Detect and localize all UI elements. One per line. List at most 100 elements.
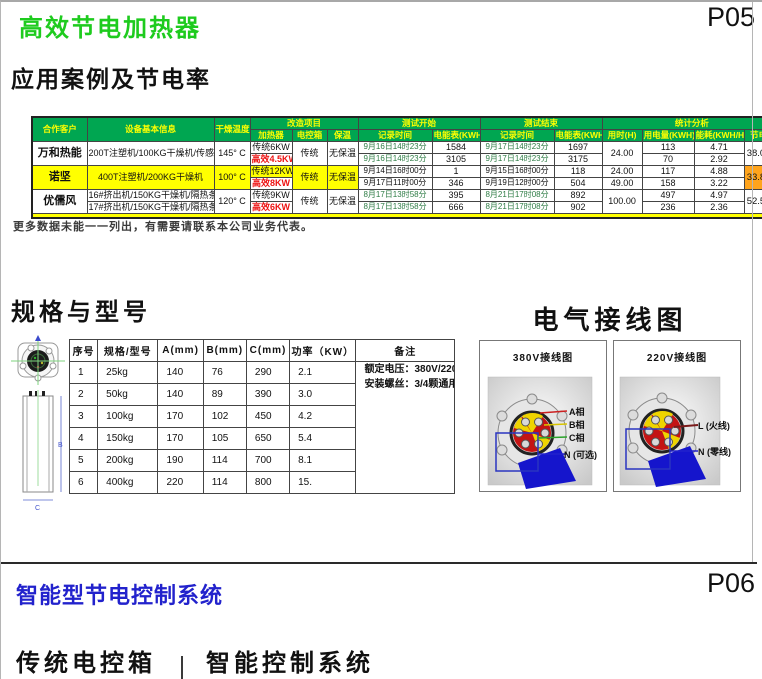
spec-kw: 15. (289, 471, 357, 494)
spec-kw: 8.1 (289, 449, 357, 472)
spec-row: 5 200kg 190 114 700 8.1 (68, 449, 455, 472)
cell-heater-before: 传统12KW (249, 165, 293, 178)
dim-b-label: B (58, 442, 63, 449)
spec-c: 650 (245, 427, 291, 450)
cell-power: 158 (641, 177, 695, 190)
spec-no: 2 (68, 383, 99, 406)
col-stats: 统计分析 (601, 116, 762, 130)
phase-a-leader (539, 410, 568, 414)
cell-end-time: 9月19日12时00分 (479, 177, 555, 190)
cell-hours: 49.00 (601, 177, 643, 190)
wiring-220v-image (619, 376, 721, 487)
cell-hours: 24.00 (601, 165, 643, 178)
dim-c-label: C (35, 505, 40, 512)
cell-end-meter: 118 (553, 165, 603, 178)
cell-start-time: 9月14日16时00分 (357, 165, 433, 178)
spec-a: 220 (157, 471, 204, 494)
cell-start-meter: 395 (431, 189, 481, 202)
col-project: 改造项目 (249, 116, 359, 130)
cell-device: 400T注塑机/200KG干燥机 (86, 165, 215, 190)
cell-power: 497 (641, 189, 695, 202)
spec-c: 800 (245, 471, 291, 494)
spec-a: 140 (157, 383, 204, 406)
cell-control-box: 传统 (291, 165, 328, 190)
pin-label-phase-c: C相 (569, 433, 585, 443)
cell-saving-highlighted: 33.86% (743, 165, 762, 190)
pin-label-phase-a: A相 (569, 407, 585, 417)
spec-no: 6 (68, 471, 99, 494)
col-test-end: 测试结束 (479, 116, 603, 130)
cases-section-heading: 应用案例及节电率 (11, 66, 211, 92)
pin-label-neutral: N (零线) (698, 447, 731, 457)
table-row: 高效4.5KW 9月16日14时23分 3105 9月17日14时23分 317… (32, 153, 762, 166)
spec-model: 50kg (97, 383, 159, 406)
spec-a: 140 (157, 361, 204, 384)
col-test-start: 测试开始 (357, 116, 481, 130)
spec-row: 6 400kg 220 114 800 15. (68, 471, 455, 494)
cell-control-box: 传统 (291, 189, 328, 214)
cell-start-time: 8月17日13时58分 (357, 201, 433, 214)
col-control-box: 电控箱 (291, 129, 328, 142)
phase-c-leader (537, 436, 568, 439)
spec-col-a: A(mm) (157, 339, 204, 362)
page-number-p06: P06 (706, 568, 755, 598)
spec-remark-line1: 额定电压：380V/220V (364, 364, 455, 375)
pin-label-phase-b: B相 (569, 420, 585, 430)
cell-end-meter: 1697 (553, 141, 603, 154)
cell-consumption: 4.97 (693, 189, 745, 202)
cell-start-time: 9月17日11时00分 (357, 177, 433, 190)
smart-system-heading: 智能控制系统 (206, 650, 374, 677)
cell-start-meter: 1 (431, 165, 481, 178)
col-meter-end: 电能表(KWH) (553, 129, 603, 142)
table-row: 万和热能 200T注塑机/100KG干燥机/传感器外壳 145° C 传统6KW… (31, 141, 762, 166)
spec-model: 25kg (97, 361, 159, 384)
table-row-highlighted: 诺坚 400T注塑机/200KG干燥机 100° C 传统12KW 传统 无保温… (31, 165, 762, 190)
col-insulation: 保温 (326, 129, 359, 142)
cell-saving: 38.05% (743, 141, 762, 166)
table-row: 17#挤出机/150KG干燥机/隔热条 高效6KW 8月17日13时58分 66… (32, 201, 762, 214)
table-bottom-strip (31, 213, 762, 219)
cell-customer: 诺坚 (31, 165, 88, 190)
spec-col-no: 序号 (68, 339, 99, 362)
spec-kw: 3.0 (289, 383, 357, 406)
cell-heater-after: 高效6KW (249, 201, 293, 214)
col-meter-start: 电能表(KWH) (431, 129, 481, 142)
spec-remark: 额定电压：380V/220V 安装螺丝：3/4颗通用 (355, 361, 455, 494)
cell-start-time: 8月17日13时58分 (357, 189, 433, 202)
col-record-time-end: 记录时间 (479, 129, 555, 142)
cell-end-meter: 3175 (553, 153, 603, 166)
cell-start-meter: 3105 (431, 153, 481, 166)
spec-model: 200kg (97, 449, 159, 472)
spec-no: 3 (68, 405, 99, 428)
traditional-box-heading: 传统电控箱 (16, 650, 156, 677)
phase-b-leader (543, 423, 568, 426)
cell-end-time: 8月21日17时08分 (479, 189, 555, 202)
cell-heater-before: 传统6KW (249, 141, 293, 154)
spec-row: 3 100kg 170 102 450 4.2 (68, 405, 455, 428)
cell-saving: 52.52% (743, 189, 762, 214)
col-consumption: 能耗(KWH/H) (693, 129, 745, 142)
page-title-control-system: 智能型节电控制系统 (16, 583, 224, 608)
spec-a: 190 (157, 449, 204, 472)
cell-end-time: 9月17日14时23分 (479, 141, 555, 154)
spec-kw: 2.1 (289, 361, 357, 384)
cell-consumption: 4.71 (693, 141, 745, 154)
cell-temp: 120° C (213, 189, 251, 214)
cell-device: 16#挤出机/150KG干燥机/隔热条 (86, 189, 215, 202)
cell-end-time: 9月15日16时00分 (479, 165, 555, 178)
spec-row: 4 150kg 170 105 650 5.4 (68, 427, 455, 450)
cell-end-meter: 892 (553, 189, 603, 202)
spec-col-kw: 功率（KW） (289, 339, 357, 362)
cell-consumption: 4.88 (693, 165, 745, 178)
strip-cell (31, 213, 762, 219)
col-power: 用电量(KWH) (641, 129, 695, 142)
wiring-380v-image (487, 376, 593, 489)
spec-row: 2 50kg 140 89 390 3.0 (68, 383, 455, 406)
spec-b: 102 (202, 405, 247, 428)
cell-end-meter: 504 (553, 177, 603, 190)
spec-kw: 5.4 (289, 427, 357, 450)
wiring-220v-label: 220V接线图 (646, 353, 708, 364)
spec-no: 4 (68, 427, 99, 450)
cell-temp: 145° C (213, 141, 251, 166)
wiring-section-heading: 电气接线图 (532, 305, 688, 335)
